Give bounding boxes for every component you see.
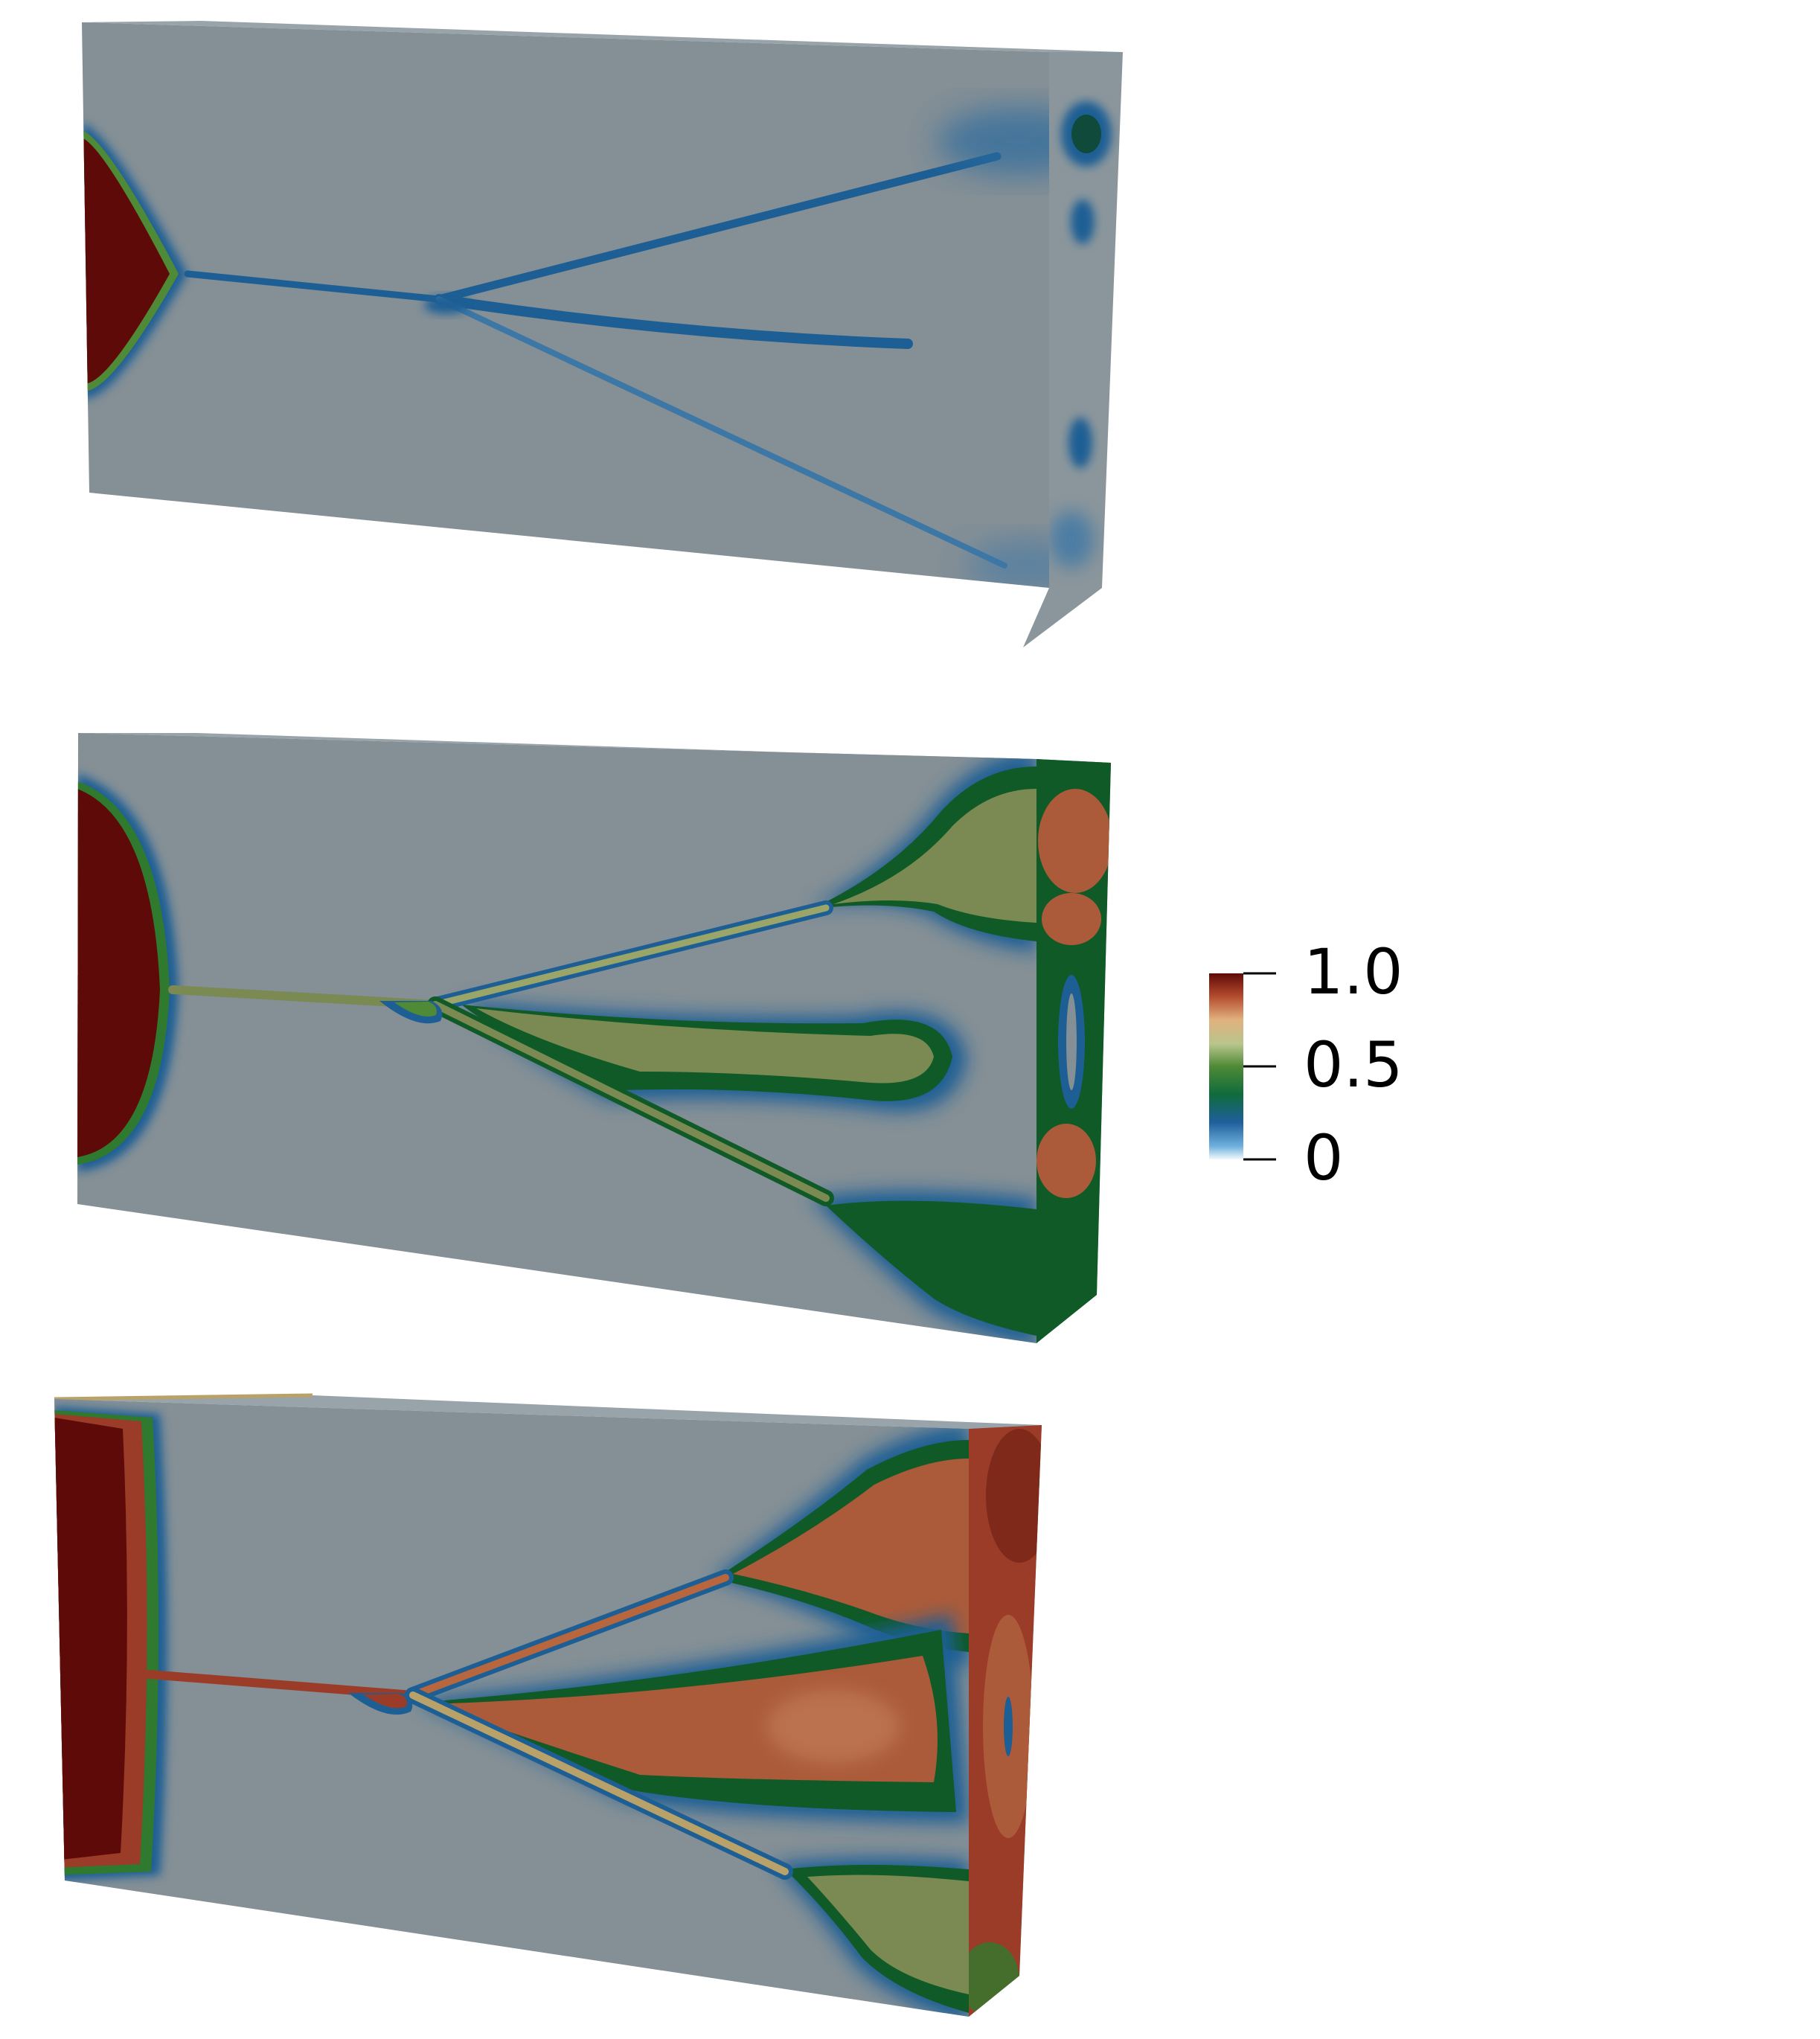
panel-3-lower-plume-olive bbox=[807, 1875, 969, 1994]
colorbar-tick-label-2: 0 bbox=[1304, 1121, 1344, 1194]
panel-3-crack-lower-core bbox=[409, 1691, 789, 1875]
panel-2-side-blue-core bbox=[1066, 993, 1077, 1090]
panel-1-branch-point bbox=[424, 296, 469, 314]
panel-3-side-green-low bbox=[969, 1942, 1019, 2017]
panel-2-upper-plume-olive bbox=[833, 789, 1036, 923]
panel-2-side-red-top bbox=[1038, 789, 1111, 893]
panel-2-middle-plume-olive bbox=[476, 1008, 934, 1083]
panel-3-left-front-red bbox=[54, 1418, 127, 1860]
panel-3-crack-upper-core bbox=[409, 1574, 729, 1699]
colorbar bbox=[1209, 972, 1276, 1161]
panel-1-side-spot-3 bbox=[1068, 417, 1092, 468]
panel-1-top-face bbox=[82, 21, 1123, 52]
colorbar-ticks bbox=[1243, 972, 1276, 1161]
panel-3-middle-highlight bbox=[766, 1689, 900, 1764]
panel-1-upper-diffuse bbox=[938, 108, 1049, 175]
panel-3 bbox=[54, 1393, 1042, 2017]
panel-1-crack-upper bbox=[435, 152, 1002, 304]
panel-1 bbox=[82, 21, 1123, 647]
panel-1-side-spot-2 bbox=[1071, 199, 1095, 244]
panel-1-lower-diffuse bbox=[967, 540, 1049, 588]
panel-3-side-slit bbox=[1004, 1697, 1013, 1756]
panel-3-upper-plume-orange bbox=[733, 1459, 969, 1633]
panel-1-crack-middle bbox=[434, 294, 913, 349]
panel-2 bbox=[77, 733, 1111, 1343]
panel-2-crack-upper-core bbox=[432, 904, 830, 1008]
panel-2-side-red-low bbox=[1036, 1124, 1096, 1198]
panel-2-lower-plume-green bbox=[826, 1200, 1036, 1336]
panel-1-crack-main bbox=[184, 270, 443, 303]
panel-3-top-edge-color bbox=[54, 1393, 313, 1401]
colorbar-gradient bbox=[1209, 973, 1243, 1159]
panel-1-side-spot-top-core bbox=[1071, 115, 1101, 153]
colorbar-tick-label-1: 0.5 bbox=[1304, 1028, 1403, 1101]
panel-2-side-red-mid bbox=[1042, 893, 1101, 945]
panel-1-front-face bbox=[82, 22, 1049, 588]
panel-1-left-front-red bbox=[82, 138, 170, 384]
panel-2-left-front-red bbox=[77, 789, 160, 1157]
panel-2-kink-bump-core bbox=[394, 1002, 437, 1017]
panel-3-top-face bbox=[54, 1395, 1042, 1429]
panel-3-crack-main bbox=[144, 1670, 417, 1700]
panel-3-side-dark-top bbox=[986, 1429, 1042, 1563]
panel-1-side-spot-bottom bbox=[1049, 511, 1094, 568]
panel-2-crack-lower-core bbox=[432, 1001, 830, 1202]
panel-1-crack-lower bbox=[436, 296, 1007, 569]
colorbar-tick-label-0: 1.0 bbox=[1304, 935, 1403, 1008]
panel-1-side-face bbox=[1023, 52, 1123, 647]
panel-3-kink-bump-core bbox=[363, 1694, 407, 1709]
